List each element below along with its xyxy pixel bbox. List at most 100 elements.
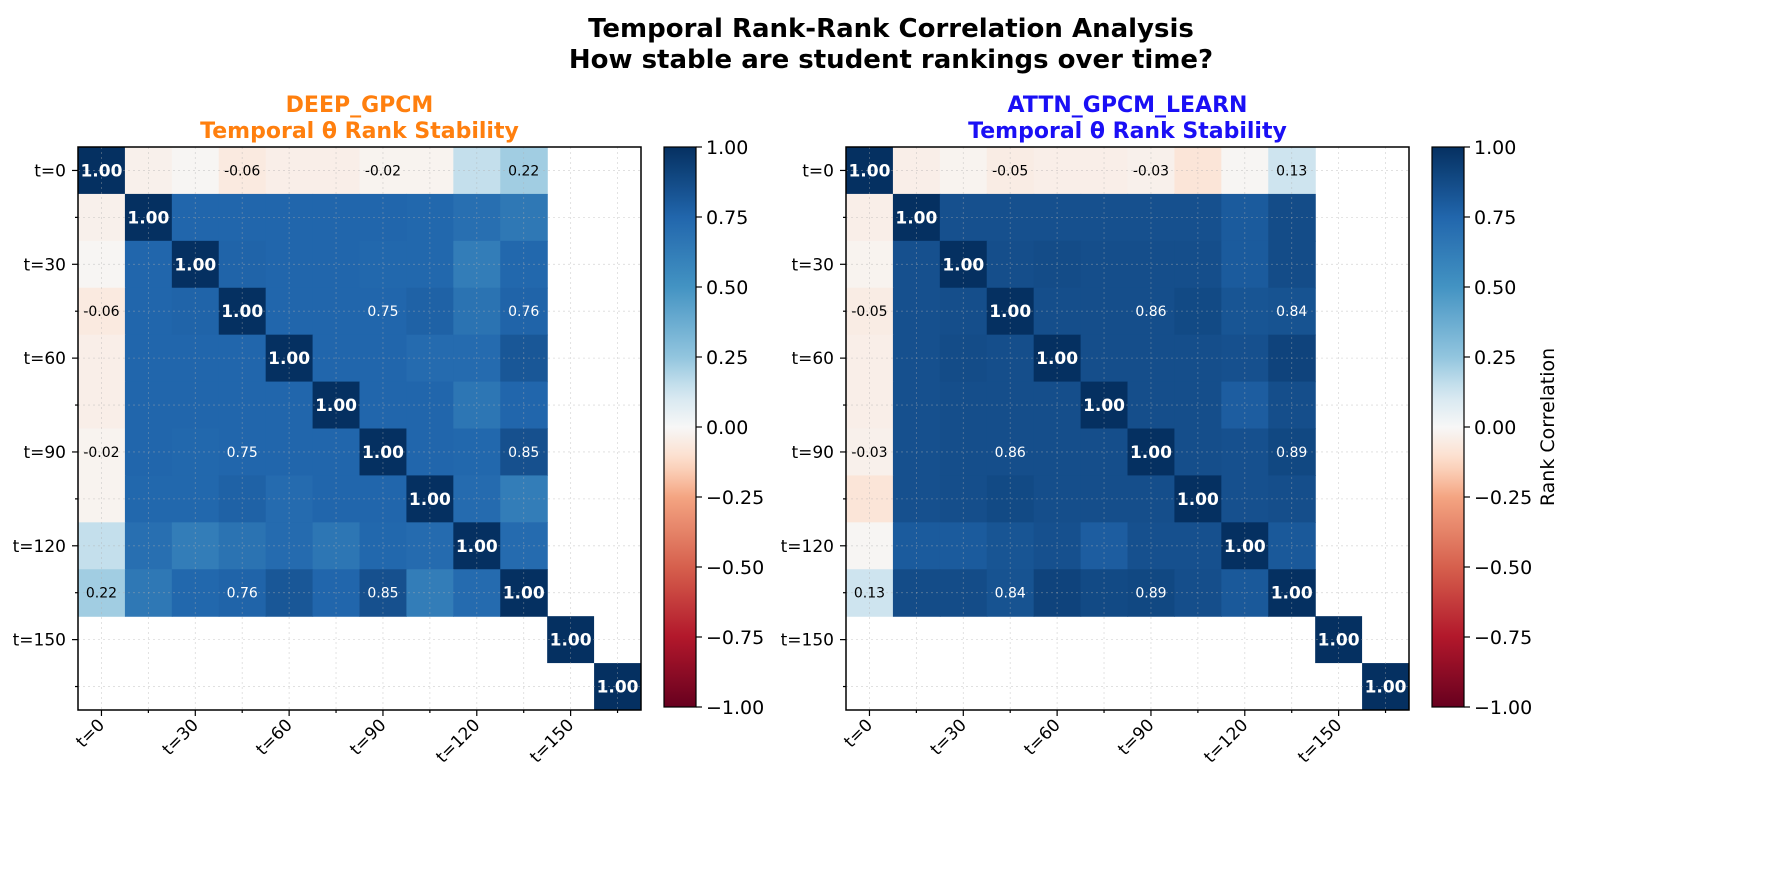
cell-label-r6-c6: 1.00 xyxy=(1130,443,1172,463)
heatmap-cell-r9-c0 xyxy=(846,569,894,617)
heatmap-cell-r9-c1 xyxy=(124,569,173,617)
heatmap-cell-r2-c6 xyxy=(359,240,408,289)
x-tick-label-1: t=30 xyxy=(159,715,203,759)
heatmap-cell-r10-c10 xyxy=(547,616,595,664)
heatmap-cell-r0-c5 xyxy=(1080,147,1129,195)
heatmap-annotations: 1.00 1.00 1.00 1.00 1.00 1.00 1.00 1.00 1.00 1.00… xyxy=(80,161,638,697)
heatmap-cell-r7-c2 xyxy=(939,475,988,523)
heatmap-cell-r6-c4 xyxy=(1033,428,1082,477)
cell-label-r10-c10: 1.00 xyxy=(1318,631,1360,651)
heatmap-cell-r9-c6 xyxy=(359,569,408,617)
heatmap-cell-r4-c1 xyxy=(124,334,173,383)
y-tick-label-3: t=90 xyxy=(791,443,834,463)
cell-label-r9-c6: 0.85 xyxy=(367,586,398,602)
heatmap-cell-r2-c7 xyxy=(1174,240,1222,289)
heatmap-cell-r9-c0 xyxy=(78,569,126,617)
x-tick-label-5: t=150 xyxy=(526,715,578,767)
heatmap-cell-r6-c8 xyxy=(1221,428,1269,477)
heatmap-cell-r4-c3 xyxy=(986,334,1035,383)
heatmap-cell-r5-c4 xyxy=(265,381,314,430)
cell-label-r6-c0: -0.03 xyxy=(851,445,887,461)
x-tick-label-1: t=30 xyxy=(927,715,971,759)
heatmap-cell-r6-c5 xyxy=(312,428,361,477)
heatmap-cell-r7-c2 xyxy=(171,475,220,523)
heatmap-cell-r1-c8 xyxy=(453,193,501,242)
heatmap-cell-r6-c1 xyxy=(124,428,173,477)
cell-label-r2-c2: 1.00 xyxy=(174,255,216,275)
colorbar-attn-gpcm-learn: 1.00 0.75 0.50 0.25 0.00 −0.25 −0.50 −0.75 −1.00… xyxy=(1431,137,1559,719)
colorbar-tick-label-1: 0.75 xyxy=(1474,207,1516,229)
heatmap-cell-r8-c2 xyxy=(171,522,220,570)
heatmap-cell-r7-c5 xyxy=(312,475,361,523)
heatmap-cell-r1-c5 xyxy=(312,193,361,242)
heatmap-cell-r8-c1 xyxy=(892,522,941,570)
heatmap-cell-r2-c1 xyxy=(892,240,941,289)
heatmap-cell-r3-c5 xyxy=(312,287,361,336)
heatmap-cell-r1-c6 xyxy=(359,193,408,242)
heatmap-cell-r7-c8 xyxy=(453,475,501,523)
colorbar-tick-label-8: −1.00 xyxy=(706,697,764,719)
heatmap-cell-r6-c9 xyxy=(1268,428,1316,477)
heatmap-cell-r9-c7 xyxy=(406,569,454,617)
colorbar-tick-label-8: −1.00 xyxy=(1474,697,1532,719)
heatmap-frame xyxy=(845,146,1410,711)
heatmap-cell-r8-c4 xyxy=(1033,522,1082,570)
heatmap-cell-r11-c11 xyxy=(1362,663,1409,710)
heatmap-cell-r9-c5 xyxy=(312,569,361,617)
cell-label-r0-c0: 1.00 xyxy=(80,161,122,181)
y-tick-label-2: t=60 xyxy=(791,349,834,369)
heatmap-cell-r1-c4 xyxy=(1033,193,1082,242)
heatmap-cell-r0-c8 xyxy=(453,147,501,195)
heatmap-cell-r0-c7 xyxy=(406,147,454,195)
heatmap-cell-r1-c6 xyxy=(1127,193,1176,242)
heatmap-cell-r3-c3 xyxy=(218,287,267,336)
colorbar-tick-label-4: 0.00 xyxy=(1474,417,1516,439)
heatmap-cell-r1-c9 xyxy=(1268,193,1316,242)
heatmap-cell-r9-c4 xyxy=(265,569,314,617)
heatmap-cell-r5-c0 xyxy=(78,381,126,430)
y-tick-label-4: t=120 xyxy=(781,537,834,557)
heatmap-cell-r2-c4 xyxy=(265,240,314,289)
heatmap-cells xyxy=(846,147,1409,710)
heatmap-cell-r5-c9 xyxy=(500,381,548,430)
heatmap-grid xyxy=(78,147,641,710)
heatmap-cell-r2-c7 xyxy=(406,240,454,289)
heatmap-cell-r8-c4 xyxy=(265,522,314,570)
heatmap-cell-r4-c4 xyxy=(265,334,314,383)
figure-title-line1: Temporal Rank-Rank Correlation Analysis xyxy=(588,14,1194,44)
heatmap-cell-r0-c0 xyxy=(78,147,126,195)
heatmap-cell-r6-c7 xyxy=(406,428,454,477)
heatmap-cell-r8-c7 xyxy=(406,522,454,570)
x-tick-label-5: t=150 xyxy=(1294,715,1346,767)
heatmap-cell-r3-c6 xyxy=(359,287,408,336)
heatmap-cell-r4-c6 xyxy=(359,334,408,383)
colorbar-tick-label-2: 0.50 xyxy=(1474,277,1516,299)
heatmap-cell-r6-c4 xyxy=(265,428,314,477)
cell-label-r9-c6: 0.89 xyxy=(1135,586,1166,602)
heatmap-cell-r0-c6 xyxy=(1127,147,1176,195)
colorbar-tick-label-7: −0.75 xyxy=(706,627,764,649)
heatmap-cell-r5-c5 xyxy=(312,381,361,430)
cell-label-r3-c6: 0.75 xyxy=(367,304,398,320)
heatmap-cell-r9-c5 xyxy=(1080,569,1129,617)
y-tick-label-1: t=30 xyxy=(791,255,834,275)
heatmap-cell-r9-c8 xyxy=(453,569,501,617)
heatmap-cell-r5-c6 xyxy=(359,381,408,430)
heatmap-cell-r6-c7 xyxy=(1174,428,1222,477)
colorbar-deep-gpcm: 1.00 0.75 0.50 0.25 0.00 −0.25 −0.50 −0.75 −1.00 xyxy=(663,137,764,719)
heatmap-cell-r8-c8 xyxy=(1221,522,1269,570)
x-tick-label-2: t=60 xyxy=(1020,715,1064,759)
heatmap-cell-r1-c2 xyxy=(171,193,220,242)
heatmap-cell-r5-c8 xyxy=(1221,381,1269,430)
cell-label-r9-c0: 0.22 xyxy=(86,586,117,602)
heatmap-grid xyxy=(846,147,1409,710)
heatmap-cell-r4-c2 xyxy=(939,334,988,383)
heatmap-cell-r7-c0 xyxy=(78,475,126,523)
heatmap-cell-r2-c8 xyxy=(1221,240,1269,289)
x-tick-label-4: t=120 xyxy=(432,715,484,767)
heatmap-cell-r1-c1 xyxy=(124,193,173,242)
cell-label-r0-c6: -0.02 xyxy=(365,163,401,179)
cell-label-r0-c9: 0.22 xyxy=(508,163,539,179)
cell-label-r4-c4: 1.00 xyxy=(1036,349,1078,369)
heatmap-cell-r6-c3 xyxy=(218,428,267,477)
